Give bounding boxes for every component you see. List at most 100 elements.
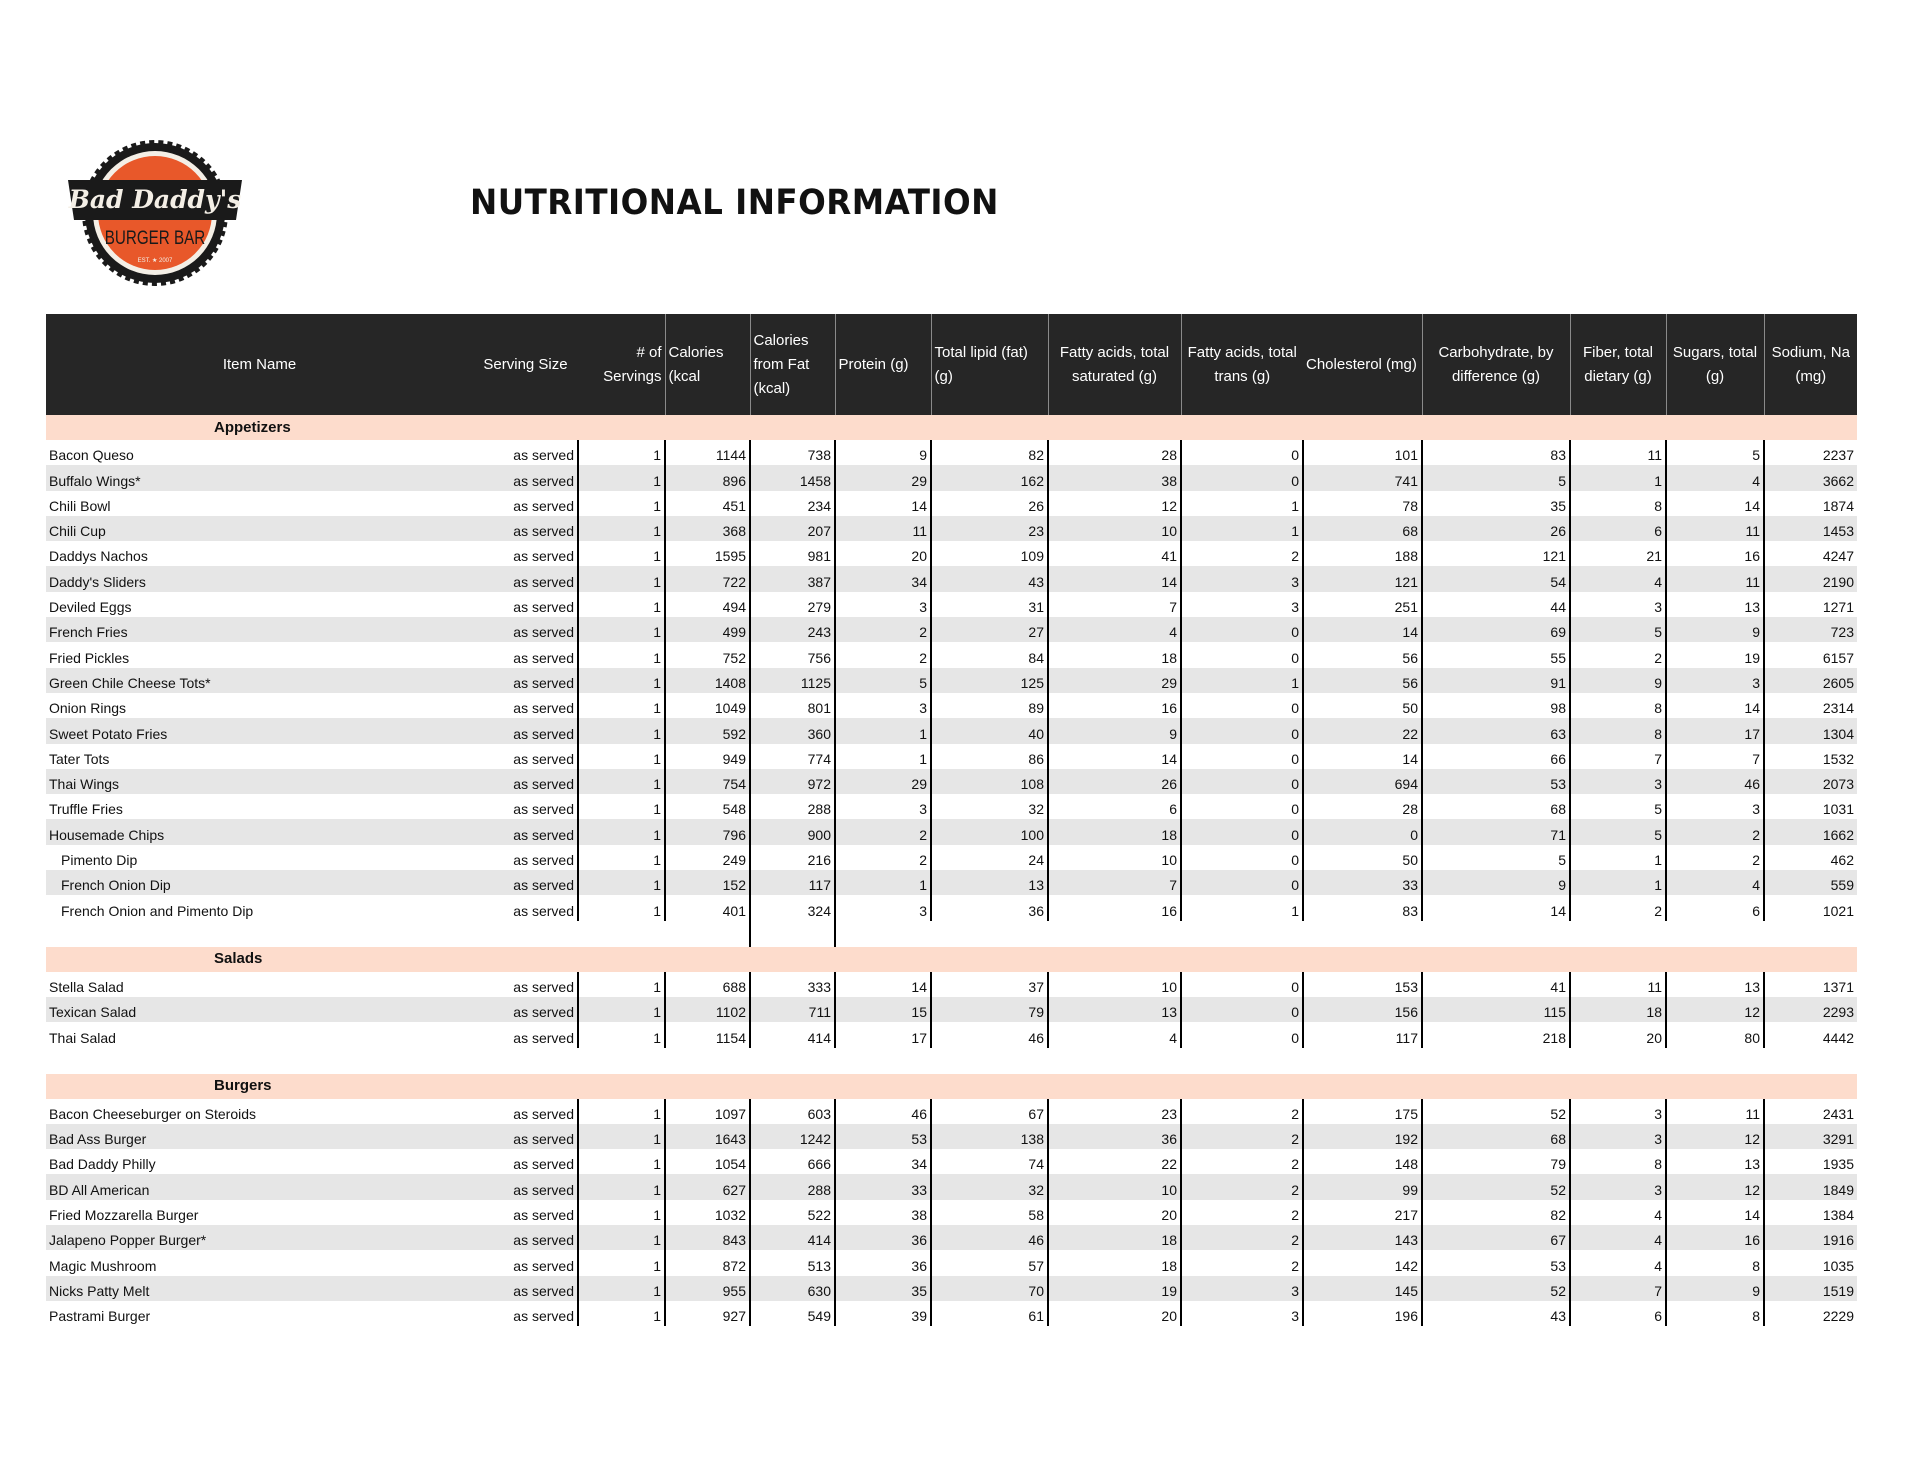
nutrient-value: 774 xyxy=(750,743,836,769)
nutrient-value: 1 xyxy=(578,566,666,592)
nutrient-value: 1 xyxy=(578,490,666,516)
nutrient-value: 2 xyxy=(1181,1149,1304,1175)
table-row: Fried Mozzarella Burger as served 1 1032 522… xyxy=(46,1199,1857,1226)
item-name: Onion Rings xyxy=(49,700,127,717)
nutrient-value: 1 xyxy=(1181,895,1304,921)
nutrient-value: 1453 xyxy=(1764,515,1857,542)
nutrient-value: 117 xyxy=(1303,1022,1423,1048)
nutrient-value: 1035 xyxy=(1822,1257,1854,1274)
table-row: Thai Salad as served 1 1154 414 17 46 4 0 117 218 2… xyxy=(46,1022,1857,1048)
table-row: Bad Ass Burger as served 1 1643 1242 53 138 36 2… xyxy=(46,1123,1857,1150)
column-header: Calories from Fat (kcal) xyxy=(749,314,835,415)
nutrient-value: 38 xyxy=(835,1199,932,1226)
nutrient-value: 1304 xyxy=(1764,718,1857,744)
nutrient-value: 3291 xyxy=(1764,1123,1857,1150)
nutrient-value: 7 xyxy=(1666,743,1765,769)
nutrient-value: 8 xyxy=(1570,490,1667,516)
nutrient-value: 1 xyxy=(578,591,666,618)
nutrient-value: 20 xyxy=(1570,1022,1667,1048)
item-name: Nicks Patty Melt xyxy=(46,1275,473,1301)
nutrient-value: 11 xyxy=(835,515,932,542)
nutrient-value: 14 xyxy=(1666,1199,1765,1226)
item-name: Tater Tots xyxy=(49,750,110,767)
nutrient-value: 20 xyxy=(835,541,932,567)
nutrient-value: 29 xyxy=(835,465,932,491)
nutrient-value: 1 xyxy=(578,440,666,466)
nutrient-value: 6 xyxy=(1048,794,1182,820)
column-header: Calories (kcal xyxy=(664,314,750,415)
nutrient-value: 58 xyxy=(931,1199,1049,1226)
nutrient-value: 3 xyxy=(1181,566,1304,592)
item-name: Chili Cup xyxy=(46,515,473,542)
nutrient-value: 234 xyxy=(750,490,836,516)
page-title: NUTRITIONAL INFORMATION xyxy=(470,183,999,223)
nutrient-value: 68 xyxy=(1303,515,1423,542)
nutrient-value: 16 xyxy=(1666,1225,1765,1251)
nutrient-value: 12 xyxy=(1048,490,1182,516)
nutrient-value: 3 xyxy=(835,794,932,820)
nutrient-value: 2 xyxy=(835,617,932,643)
nutrient-value: 46 xyxy=(1666,768,1765,795)
nutrient-value: 18 xyxy=(1048,1225,1182,1251)
table-row: French Onion Dip as served 1 152 117 1 13 7 0 33 9… xyxy=(46,870,1857,896)
svg-text:EST. ★ 2007: EST. ★ 2007 xyxy=(138,257,173,264)
serving-size: as served xyxy=(473,870,579,896)
nutrient-value: 33 xyxy=(835,1174,932,1200)
nutrient-value: 143 xyxy=(1303,1225,1423,1251)
nutrient-value: 46 xyxy=(931,1225,1049,1251)
nutrient-value: 29 xyxy=(835,768,932,795)
nutrient-value: 756 xyxy=(750,642,836,668)
nutrient-value: 3 xyxy=(1570,1174,1667,1200)
serving-size: as served xyxy=(473,895,579,921)
nutrient-value: 7 xyxy=(1048,591,1182,618)
nutrient-value: 1 xyxy=(578,541,666,567)
nutrient-value: 592 xyxy=(665,718,751,744)
nutrient-value: 1 xyxy=(578,1022,666,1048)
serving-size: as served xyxy=(473,541,579,567)
nutrient-value: 1 xyxy=(1570,465,1667,491)
item-name: Pastrami Burger xyxy=(49,1308,151,1325)
nutrient-value: 46 xyxy=(835,1098,932,1124)
serving-size: as served xyxy=(473,794,579,820)
column-header: Total lipid (fat) (g) xyxy=(930,314,1048,415)
nutrient-value: 4 xyxy=(1048,1022,1182,1048)
nutrient-value: 1 xyxy=(578,692,666,719)
nutrient-value: 101 xyxy=(1303,440,1423,466)
nutrient-value: 50 xyxy=(1303,692,1423,719)
section-spacer xyxy=(46,1048,1857,1074)
nutrient-value: 4247 xyxy=(1822,548,1854,565)
serving-size: as served xyxy=(473,743,579,769)
nutrient-value: 2 xyxy=(835,819,932,845)
nutrient-value: 188 xyxy=(1303,541,1423,567)
item-name: Magic Mushroom xyxy=(49,1257,157,1274)
nutrient-value: 711 xyxy=(750,996,836,1023)
nutrient-value: 3662 xyxy=(1764,465,1857,491)
nutrient-value: 1 xyxy=(578,1098,666,1124)
nutrient-value: 17 xyxy=(835,1022,932,1048)
table-row: Bad Daddy Philly as served 1 1054 666 34 74 22 2… xyxy=(46,1149,1857,1175)
table-row: Sweet Potato Fries as served 1 592 360 1 40 9 0 2… xyxy=(46,718,1857,744)
column-header: Sodium, Na (mg) xyxy=(1763,314,1857,415)
nutrient-value: 1458 xyxy=(750,465,836,491)
nutrient-value: 324 xyxy=(750,895,836,921)
nutrient-value: 1 xyxy=(835,743,932,769)
item-name: Daddy's Sliders xyxy=(46,566,473,592)
table-row: Chili Bowl as served 1 451 234 14 26 12 1 78 35 8 14… xyxy=(46,490,1857,516)
nutrient-value: 1 xyxy=(578,1199,666,1226)
bad-daddys-logo: Bad Daddy's BURGER BAR EST. ★ 2007 xyxy=(68,140,242,286)
nutrient-value: 26 xyxy=(1048,768,1182,795)
nutrient-value: 6 xyxy=(1570,515,1667,542)
nutrient-value: 1144 xyxy=(665,440,751,466)
nutrient-value: 14 xyxy=(1422,895,1571,921)
section-header: Burgers xyxy=(46,1073,1857,1099)
nutrition-table: Item Name Serving Size # of Servings Calori… xyxy=(46,314,1857,1327)
table-row: Bacon Cheeseburger on Steroids as served 1… xyxy=(46,1098,1857,1124)
item-name: Buffalo Wings* xyxy=(46,465,473,491)
nutrient-value: 1 xyxy=(578,819,666,845)
nutrient-value: 401 xyxy=(665,895,751,921)
nutrient-value: 1916 xyxy=(1764,1225,1857,1251)
nutrient-value: 1 xyxy=(1181,515,1304,542)
nutrient-value: 513 xyxy=(750,1250,836,1276)
nutrient-value: 1 xyxy=(578,794,666,820)
nutrient-value: 1 xyxy=(578,844,666,871)
